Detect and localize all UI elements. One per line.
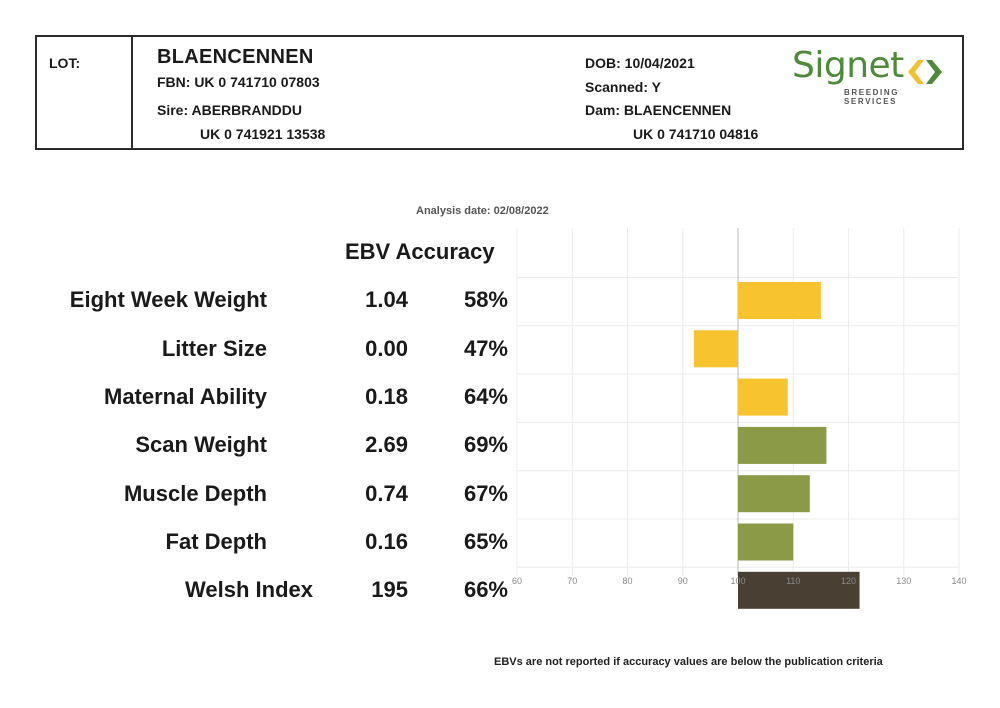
trait-label: Fat Depth [165,529,267,554]
sire-id: UK 0 741921 13538 [200,126,326,142]
accuracy-value: 66% [463,577,508,602]
ebv-bar [738,378,788,416]
ebv-value: 0.00 [365,336,408,361]
accuracy-value: 64% [463,384,508,409]
x-tick-label: 100 [730,576,745,586]
ebv-bar [738,282,821,319]
ebv-value: 0.74 [365,481,408,506]
dam-name: Dam: BLAENCENNEN [585,102,732,118]
animal-name: BLAENCENNEN [157,46,314,68]
trait-label: Welsh Index [185,577,313,602]
ebv-bar [738,571,860,609]
ebv-value: 195 [371,577,408,602]
lot-label: LOT: [49,55,81,71]
ebv-value: 1.04 [365,287,408,312]
dam-id: UK 0 741710 04816 [633,126,759,142]
x-tick-label: 120 [841,576,856,586]
logo-left-arrow-icon [908,60,924,84]
trait-label: Maternal Ability [104,384,267,409]
ebv-value: 2.69 [365,432,408,457]
scanned-status: Scanned: Y [585,79,661,95]
ebv-bar [738,523,794,561]
accuracy-value: 47% [463,336,508,361]
analysis-date: Analysis date: 02/08/2022 [416,205,549,217]
trait-label: Eight Week Weight [69,287,267,312]
sire-name: Sire: ABERBRANDDU [157,102,302,118]
logo-right-arrow-icon [926,60,942,84]
trait-label: Scan Weight [135,432,267,457]
ebv-bar [738,426,827,464]
accuracy-value: 65% [463,529,508,554]
x-tick-label: 60 [512,576,522,586]
footnote: EBVs are not reported if accuracy values… [494,656,883,668]
column-headers: EBV Accuracy [345,239,495,264]
x-tick-label: 70 [567,576,577,586]
accuracy-value: 69% [463,432,508,457]
logo-word: Signet [792,45,904,86]
signet-logo: Signet BREEDING SERVICES [792,45,952,106]
ebv-value: 0.18 [365,384,408,409]
ebv-value: 0.16 [365,529,408,554]
animal-header: LOT: BLAENCENNEN FBN: UK 0 741710 07803 … [35,35,964,150]
ebv-bar [693,330,738,368]
accuracy-value: 67% [463,481,508,506]
logo-subtext: BREEDING SERVICES [844,88,900,106]
trait-label: Litter Size [161,336,267,361]
fbn-number: FBN: UK 0 741710 07803 [157,74,320,90]
trait-label: Muscle Depth [123,481,267,506]
x-tick-label: 110 [786,576,800,586]
accuracy-value: 58% [463,287,508,312]
ebv-bar-chart: 60 70 80 90 100 110 120 130 140 [512,228,967,609]
x-tick-label: 90 [678,576,688,586]
x-tick-label: 80 [622,576,632,586]
x-tick-label: 130 [896,576,911,586]
ebv-bar [738,475,810,513]
date-of-birth: DOB: 10/04/2021 [585,55,695,71]
header-divider [131,37,133,148]
logo-arrows-icon [908,60,942,84]
x-tick-label: 140 [951,576,966,586]
